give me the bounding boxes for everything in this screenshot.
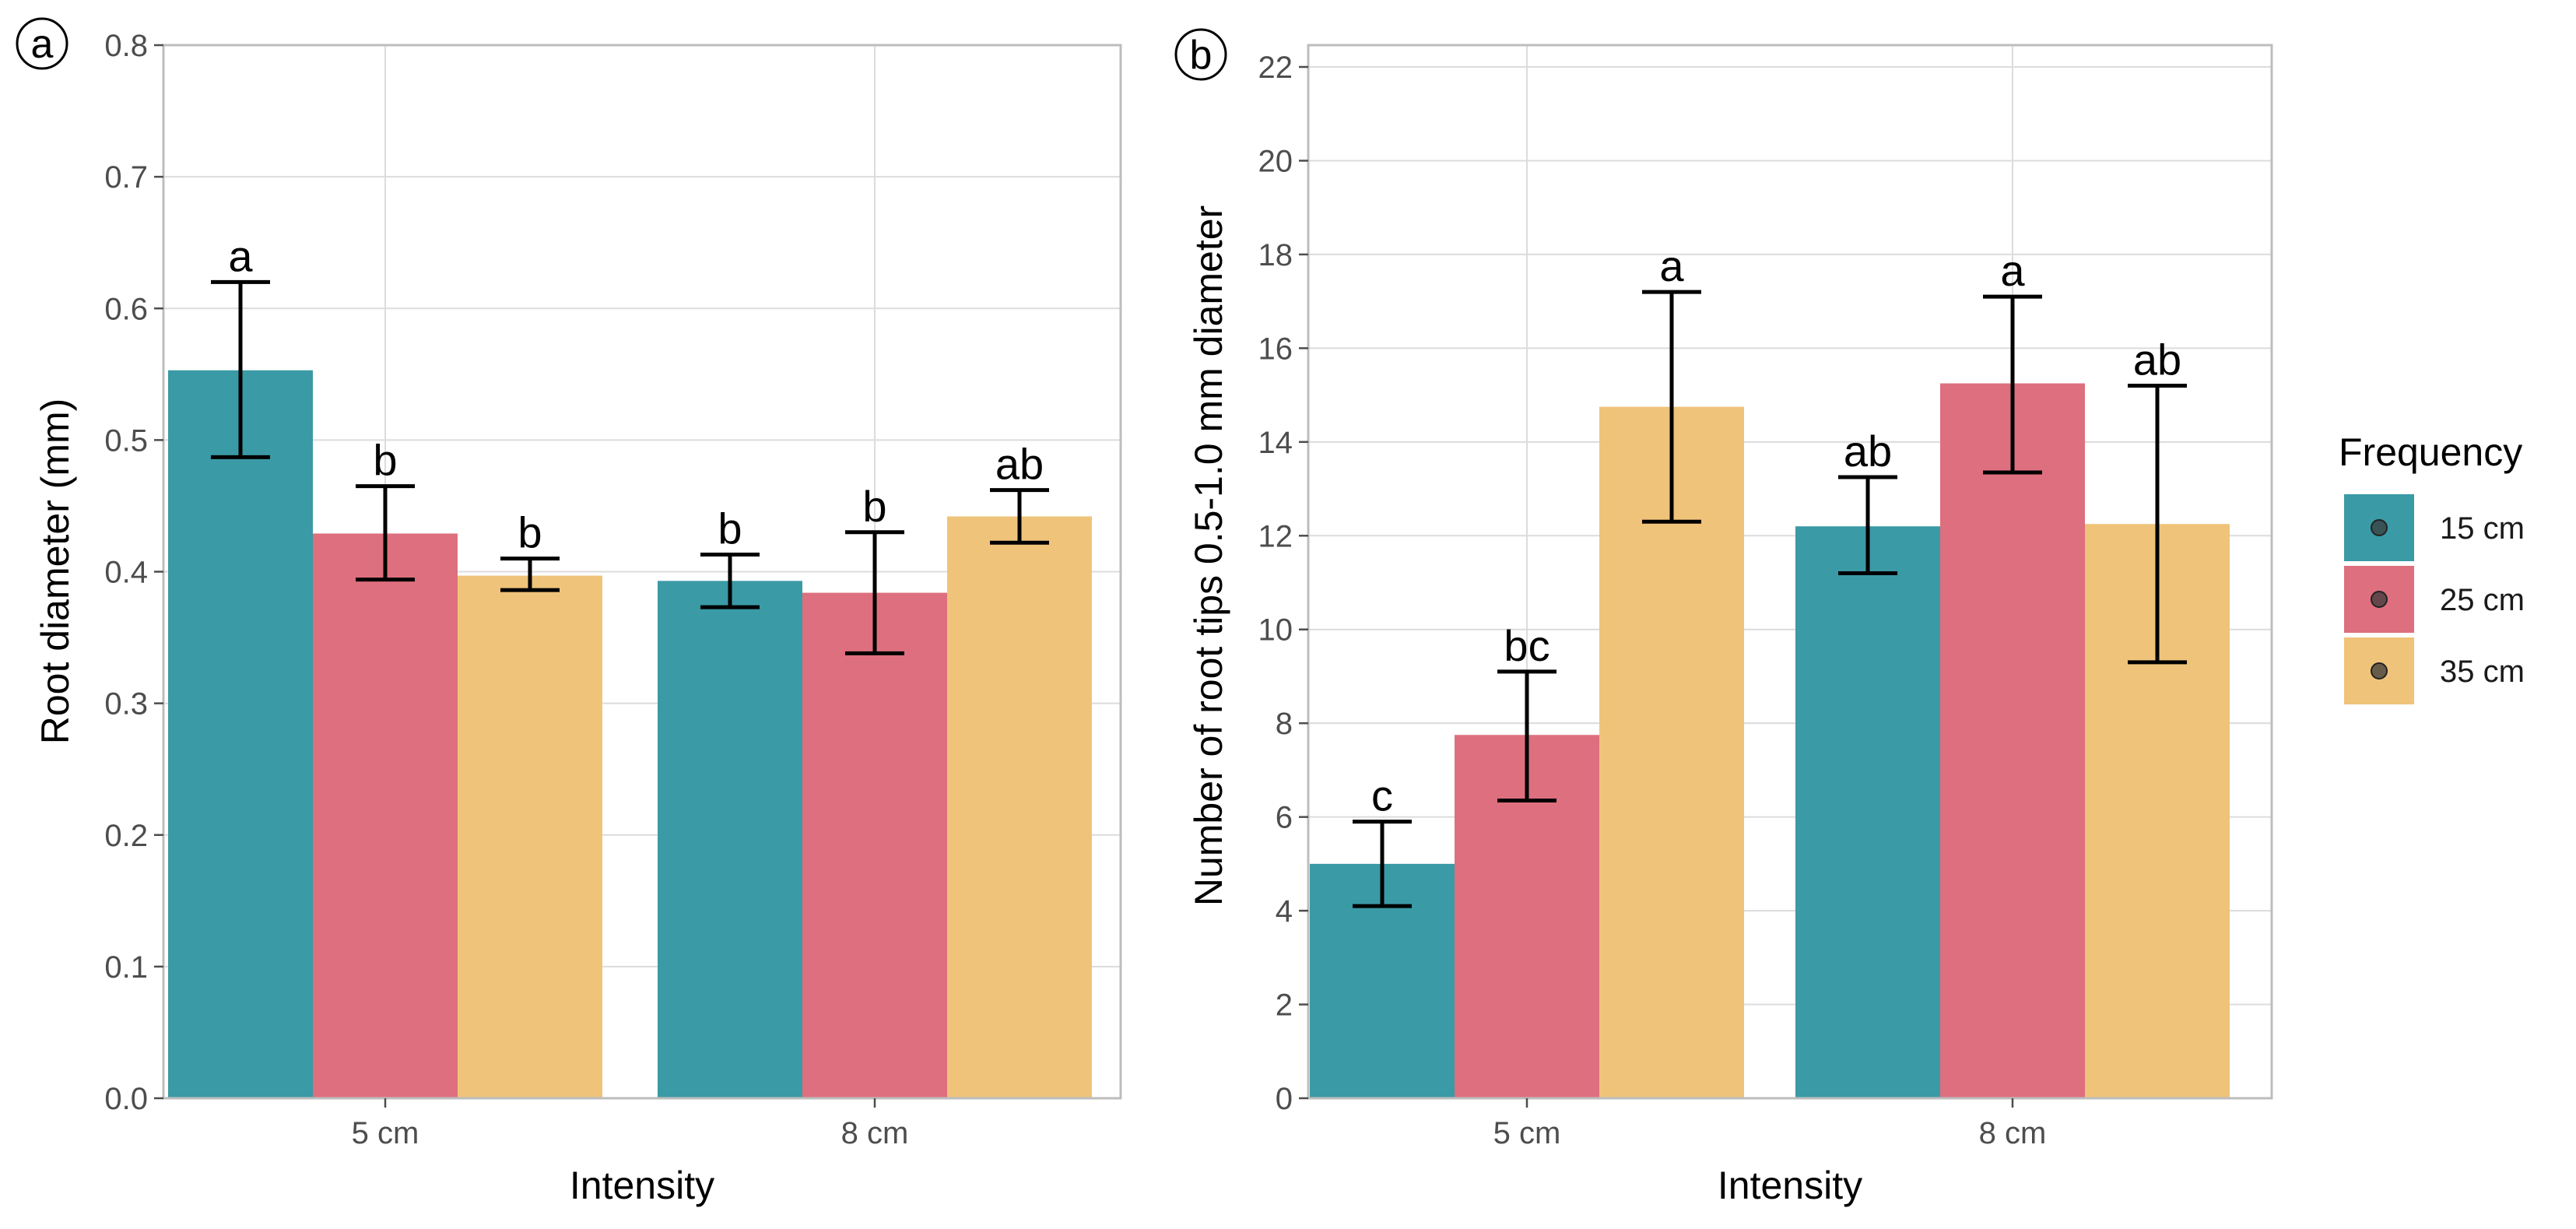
panel-letter-a: a: [31, 22, 54, 67]
y-tick-label: 14: [1258, 426, 1293, 460]
panel-a-bars: [168, 370, 1092, 1098]
x-tick-label: 8 cm: [1979, 1116, 2047, 1150]
y-tick-label: 0.4: [104, 556, 148, 590]
x-tick-label: 5 cm: [352, 1116, 419, 1150]
bar-15-cm-8-cm: [658, 581, 802, 1098]
legend-dot-icon: [2371, 662, 2388, 679]
panel-a-y-ticks: 0.0 0.1 0.2 0.3 0.4 0.5 0.6 0.7 0.8: [104, 29, 163, 1116]
y-tick-label: 0.6: [104, 292, 148, 326]
panel-b-x-ticks: 5 cm 8 cm: [1493, 1098, 2047, 1150]
y-tick-label: 4: [1276, 894, 1293, 929]
x-tick-label: 8 cm: [841, 1116, 909, 1150]
y-tick-label: 0.8: [104, 29, 148, 63]
y-tick-label: 0.2: [104, 819, 148, 853]
legend-items: 15 cm 25 cm 35 cm: [2344, 494, 2525, 704]
panel-b-y-axis-title: Number of root tips 0.5-1.0 mm diameter: [1187, 205, 1230, 906]
y-tick-label: 0.5: [104, 423, 148, 458]
error-bar: [845, 530, 904, 655]
panel-a-x-ticks: 5 cm 8 cm: [352, 1098, 909, 1150]
panel-b-significance-letters: c ab bc a a ab: [1371, 241, 2181, 820]
significance-letter: a: [1659, 241, 1684, 290]
error-bar: [211, 279, 270, 459]
significance-letter: ab: [995, 440, 1044, 489]
y-tick-label: 20: [1258, 144, 1293, 178]
error-bar: [1838, 475, 1897, 575]
bar-35-cm-5-cm: [458, 575, 602, 1098]
error-bar: [990, 488, 1049, 545]
panel-letter-circle-b: [1174, 28, 1227, 81]
significance-letter: c: [1371, 771, 1393, 820]
bar-15-cm-5-cm: [168, 370, 313, 1098]
panel-a-x-axis-title: Intensity: [570, 1164, 714, 1207]
panel-a-error-bars: [211, 279, 1049, 655]
bar-15-cm-8-cm: [1795, 526, 1940, 1098]
significance-letter: b: [718, 504, 742, 553]
panel-letter-circle-a: [16, 17, 68, 70]
bar-25-cm-8-cm: [802, 592, 947, 1098]
panel-b-root-tips: b c ab bc a a ab 0 2 4 6 8 10 12 14 16 18 20 22 5 cm 8 cm…: [1174, 28, 2273, 1207]
significance-letter: ab: [2133, 335, 2181, 385]
y-tick-label: 2: [1276, 988, 1293, 1023]
y-tick-label: 16: [1258, 332, 1293, 366]
significance-letter: a: [228, 231, 253, 280]
panel-b-x-axis-title: Intensity: [1718, 1164, 1862, 1207]
panel-a-y-axis-title: Root diameter (mm): [33, 399, 77, 745]
error-bar: [500, 557, 560, 592]
legend-item: 35 cm: [2344, 637, 2525, 704]
bar-25-cm-5-cm: [313, 533, 458, 1098]
legend-label: 25 cm: [2440, 583, 2525, 617]
legend: Frequency 15 cm 25 cm 35 cm: [2339, 430, 2525, 704]
legend-label: 35 cm: [2440, 655, 2525, 689]
significance-letter: bc: [1504, 621, 1549, 670]
panel-letter-b: b: [1190, 33, 1213, 78]
significance-letter: b: [518, 508, 542, 557]
significance-letter: ab: [1844, 427, 1892, 476]
y-tick-label: 10: [1258, 613, 1293, 648]
panel-b-border: [1307, 44, 2273, 1100]
y-tick-label: 8: [1276, 707, 1293, 741]
error-bar: [356, 484, 415, 582]
panel-b-error-bars: [1353, 290, 2187, 908]
y-tick-label: 0.7: [104, 160, 148, 195]
y-tick-label: 22: [1258, 51, 1293, 85]
error-bar: [2128, 384, 2187, 665]
legend-dot-icon: [2371, 519, 2388, 536]
error-bar: [700, 553, 760, 609]
significance-letter: b: [862, 482, 886, 531]
legend-item: 25 cm: [2344, 566, 2525, 633]
legend-title: Frequency: [2339, 430, 2522, 474]
error-bar: [1642, 290, 1701, 524]
error-bar: [1983, 294, 2042, 475]
x-tick-label: 5 cm: [1493, 1116, 1561, 1150]
y-tick-label: 0.1: [104, 950, 148, 985]
y-tick-label: 18: [1258, 238, 1293, 272]
panel-b-bars: [1310, 383, 2230, 1099]
y-tick-label: 0: [1276, 1082, 1293, 1116]
significance-letter: b: [373, 436, 397, 485]
error-bar: [1353, 820, 1412, 908]
error-bar: [1497, 669, 1556, 803]
y-tick-label: 0.3: [104, 687, 148, 722]
legend-item: 15 cm: [2344, 494, 2525, 561]
y-tick-label: 6: [1276, 801, 1293, 835]
y-tick-label: 0.0: [104, 1082, 148, 1116]
legend-dot-icon: [2371, 591, 2388, 608]
significance-letter: a: [2000, 246, 2025, 295]
panel-b-y-ticks: 0 2 4 6 8 10 12 14 16 18 20 22: [1258, 51, 1308, 1116]
legend-label: 15 cm: [2440, 511, 2525, 546]
y-tick-label: 12: [1258, 519, 1293, 553]
bar-25-cm-8-cm: [1940, 383, 2085, 1099]
bar-35-cm-8-cm: [947, 516, 1092, 1098]
